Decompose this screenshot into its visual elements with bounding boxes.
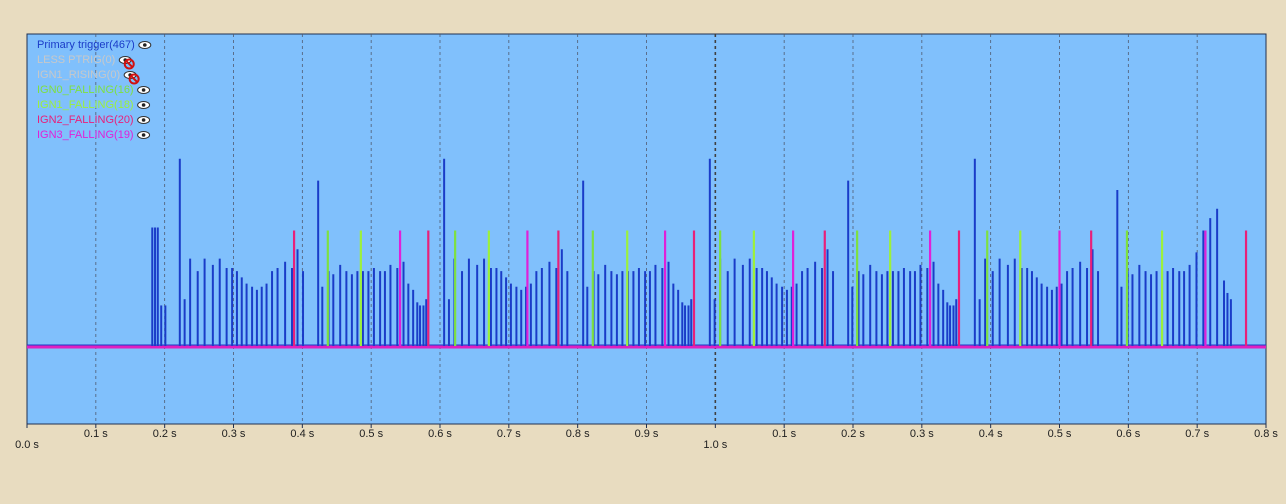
marks xyxy=(151,158,1248,346)
legend-entry[interactable]: IGN1_RISING(0) xyxy=(37,69,120,81)
x-tick-label: 0.5 s xyxy=(1048,428,1072,440)
legend-entry[interactable]: Primary trigger(467) xyxy=(37,39,135,51)
x-tick-label: 0.2 s xyxy=(153,428,177,440)
legend-entry[interactable]: LESS PTRIG(0) xyxy=(37,54,115,66)
eye-pupil xyxy=(141,133,146,137)
visibility-eye[interactable] xyxy=(138,41,152,49)
x-tick-label: 0.1 s xyxy=(772,428,796,440)
legend: Primary trigger(467) LESS PTRIG(0) IGN1_RI… xyxy=(37,39,152,141)
x-tick-label: 0.8 s xyxy=(566,428,590,440)
legend-entry[interactable]: IGN0_FALLING(16) xyxy=(37,84,134,96)
visibility-eye[interactable] xyxy=(137,101,151,109)
eye-pupil xyxy=(143,43,147,47)
legend-entry[interactable]: IGN2_FALLING(20) xyxy=(37,114,134,126)
eye-pupil xyxy=(141,88,146,92)
visibility-eye[interactable] xyxy=(137,131,151,139)
hidden-mark xyxy=(128,73,140,85)
x-tick-label: 1.0 s xyxy=(703,439,727,451)
x-tick-label: 0.7 s xyxy=(497,428,521,440)
x-tick-label: 0.1 s xyxy=(84,428,108,440)
legend-entry[interactable]: IGN1_FALLING(18) xyxy=(37,99,134,111)
legend-entry[interactable]: IGN3_FALLING(19) xyxy=(37,129,134,141)
x-tick-label: 0.6 s xyxy=(1116,428,1140,440)
hidden-slash xyxy=(125,60,133,68)
eye-pupil xyxy=(141,118,146,122)
hidden-icon[interactable] xyxy=(123,71,140,85)
x-tick-label: 0.3 s xyxy=(222,428,246,440)
x-tick-label: 0.4 s xyxy=(979,428,1003,440)
hidden-slash xyxy=(130,75,138,83)
x-axis: 0.0 s 0.1 s 0.2 s 0.3 s 0.4 s 0.5 s 0.6 s 0.7 s… xyxy=(15,424,1278,451)
grid xyxy=(95,34,1198,424)
x-tick-label: 0.7 s xyxy=(1185,428,1209,440)
x-tick-label: 0.4 s xyxy=(290,428,314,440)
x-tick-label: 0.3 s xyxy=(910,428,934,440)
hidden-icon[interactable] xyxy=(118,56,135,70)
x-tick-label: 0.5 s xyxy=(359,428,383,440)
eye-pupil xyxy=(141,103,146,107)
visibility-eye[interactable] xyxy=(137,116,151,124)
x-tick-label: 0.8 s xyxy=(1254,428,1278,440)
x-tick-label: 0.9 s xyxy=(635,428,659,440)
x-tick-label: 0.6 s xyxy=(428,428,452,440)
x-tick-label: 0.2 s xyxy=(841,428,865,440)
hidden-mark xyxy=(123,58,135,70)
x-tick-label: 0.0 s xyxy=(15,439,39,451)
visibility-eye[interactable] xyxy=(137,86,151,94)
